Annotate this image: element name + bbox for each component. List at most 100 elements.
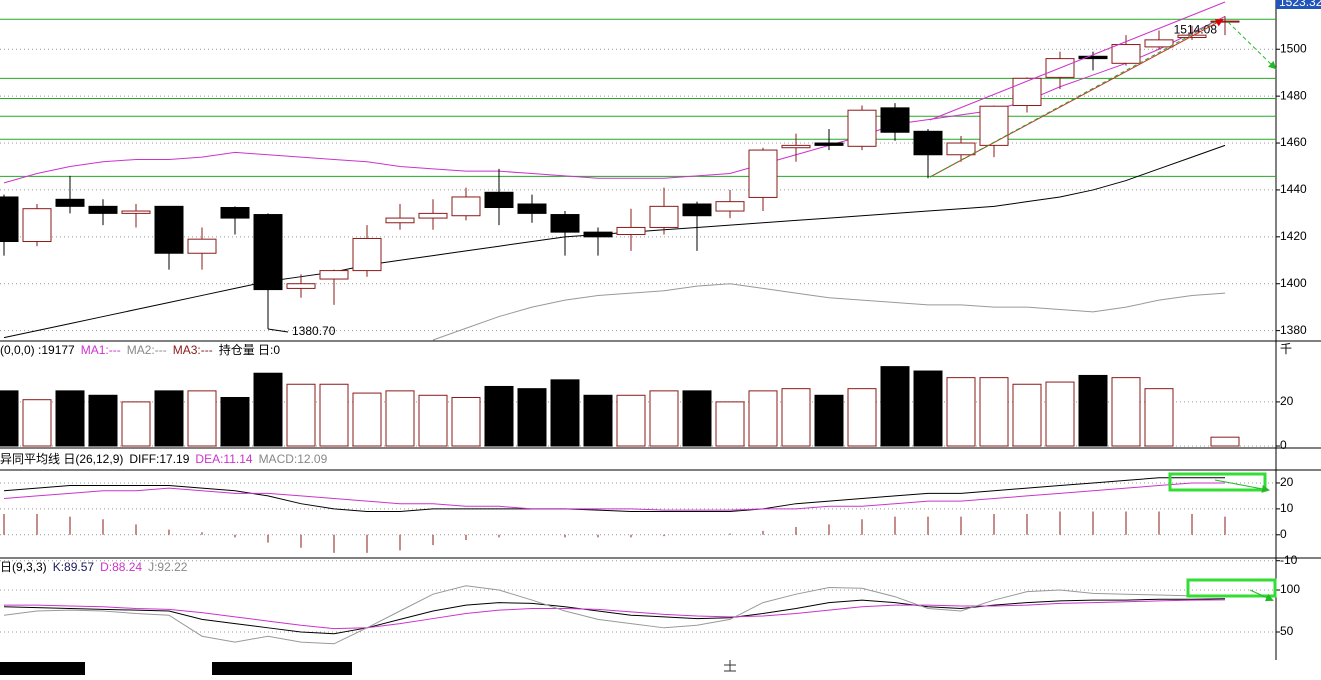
legend-entry: (0,0,0) :19177: [0, 343, 75, 357]
background-layer: [0, 0, 1321, 660]
volume-bar: [1078, 374, 1108, 447]
y-tick-label: 100: [1280, 582, 1300, 596]
y-tick-label: 20: [1280, 475, 1294, 489]
candle-body: [748, 149, 778, 198]
volume-bar: [517, 388, 547, 447]
trend-line: [929, 1, 1226, 121]
candle-body: [385, 217, 415, 224]
y-tick-label: 1440: [1280, 182, 1307, 196]
candle-body: [220, 207, 250, 219]
candle-body: [352, 237, 382, 272]
candle-body: [946, 142, 976, 156]
y-tick-label: 0: [1280, 438, 1287, 452]
highlight-box: [1186, 578, 1277, 598]
arrow: [1227, 21, 1277, 70]
candle-body: [1144, 39, 1174, 48]
volume-bar: [583, 394, 613, 447]
volume-bar: [319, 383, 349, 447]
volume-bar: [0, 390, 19, 447]
legend-entry: D:88.24: [100, 560, 142, 574]
arrow: [1214, 479, 1270, 493]
candle-body: [715, 201, 745, 212]
candle-body: [1078, 55, 1108, 60]
candle-body: [121, 210, 151, 214]
legend-entry: 异同平均线 日(26,12,9): [0, 452, 123, 466]
candle-body: [286, 283, 316, 289]
trend-line: [929, 21, 1216, 178]
volume-bar: [451, 396, 481, 447]
candle-body: [154, 205, 184, 254]
candle-body: [418, 212, 448, 219]
volume-bar: [550, 379, 580, 447]
volume-bar: [814, 394, 844, 447]
legend-entry: DIFF:17.19: [129, 452, 189, 466]
candle-body: [880, 107, 910, 133]
arrow: [1249, 589, 1274, 602]
y-tick-label: 1380: [1280, 323, 1307, 337]
candle-body: [319, 270, 349, 280]
candle-body: [0, 196, 19, 243]
y-tick-label: 1500: [1280, 41, 1307, 55]
candle-body: [616, 226, 646, 235]
y-tick-label: 1420: [1280, 229, 1307, 243]
volume-bar: [484, 385, 514, 447]
candle-body: [913, 130, 943, 156]
annotation-layer: [0, 1, 1277, 675]
volume-bar: [352, 392, 382, 447]
legend-entry: MACD:12.09: [259, 452, 328, 466]
indicator-line: [3, 482, 1225, 511]
volume-bar: [913, 370, 943, 447]
y-tick-label: 10: [1280, 501, 1294, 515]
indicator-line: [3, 477, 1225, 512]
volume-bar: [286, 383, 316, 447]
volume-bar: [55, 390, 85, 447]
y-tick-label: 1400: [1280, 276, 1307, 290]
candle-body: [814, 142, 844, 146]
legend-entry: MA2:---: [127, 343, 167, 357]
y-tick-label: 1480: [1280, 88, 1307, 102]
volume-bar: [1111, 377, 1141, 447]
candle-body: [1210, 20, 1240, 23]
volume-bar: [946, 377, 976, 447]
highlight-box: [1168, 472, 1267, 492]
candle-body: [22, 208, 52, 243]
candle-body: [484, 191, 514, 209]
indicator-line: [4, 599, 1226, 630]
volume-bar: [154, 390, 184, 447]
volume-bar: [616, 394, 646, 447]
candle-body: [1111, 44, 1141, 64]
candle-body: [550, 214, 580, 233]
annotation-label: 1514.08: [1174, 22, 1218, 36]
indicator-line: [3, 144, 1226, 339]
volume-bar: [979, 377, 1009, 447]
legend-entry: MA3:---: [173, 343, 213, 357]
volume-bar: [715, 401, 745, 447]
candle-body: [253, 214, 283, 291]
y-tick-label: 20: [1280, 394, 1294, 408]
y-tick-label: 50: [1280, 624, 1294, 638]
volume-bar: [649, 390, 679, 447]
volume-bar: [220, 396, 250, 447]
last-price-label: 1523.32: [1279, 0, 1321, 9]
legend-entry: 日(9,3,3): [0, 560, 47, 574]
volume-bar: [253, 372, 283, 447]
candle-body: [781, 144, 811, 149]
candle-body: [583, 231, 613, 238]
volume-bar: [187, 390, 217, 447]
trend-line: [929, 19, 1224, 178]
legend-entry: K:89.57: [53, 560, 95, 574]
volume-bar: [385, 390, 415, 447]
candle-body: [682, 203, 712, 217]
volume-bar: [682, 390, 712, 447]
candle-body: [55, 198, 85, 207]
legend-entry: J:92.22: [148, 560, 188, 574]
candle-body: [979, 105, 1009, 146]
y-tick-label: 0: [1280, 527, 1287, 541]
unit-label: 千: [1280, 342, 1292, 356]
volume-bar: [847, 388, 877, 447]
indicator-line: [3, 15, 1226, 184]
volume-bar: [121, 401, 151, 447]
indicator-line: [3, 598, 1226, 635]
